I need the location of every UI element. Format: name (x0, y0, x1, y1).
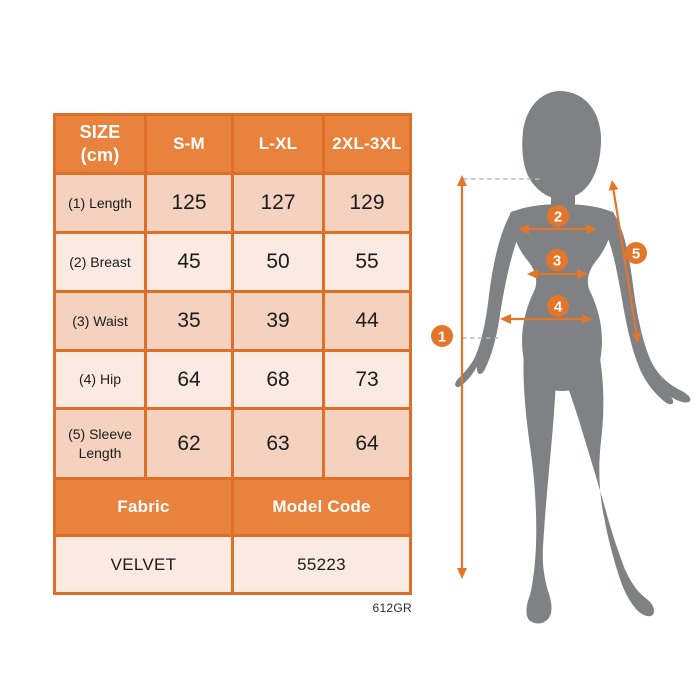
size-table-grid: SIZE (cm) S-M L-XL 2XL-3XL (1) Length 12… (56, 116, 409, 477)
row-length-label: (1) Length (56, 175, 144, 231)
row-hip-2xl3xl: 73 (325, 352, 409, 407)
row-length-lxl: 127 (234, 175, 322, 231)
row-sleeve-label: (5) Sleeve Length (56, 410, 144, 477)
row-waist-lxl: 39 (234, 293, 322, 349)
sleeve-arrow (611, 186, 639, 337)
length-arrowhead-bottom (457, 568, 467, 579)
badge-5-number: 5 (632, 246, 640, 263)
row-waist-2xl3xl: 44 (325, 293, 409, 349)
size-table: SIZE (cm) S-M L-XL 2XL-3XL (1) Length 12… (53, 113, 412, 595)
arrowheads (457, 175, 642, 579)
row-length-2xl3xl: 129 (325, 175, 409, 231)
row-sleeve-2xl3xl: 64 (325, 410, 409, 477)
length-arrowhead-top (457, 175, 467, 186)
fabric-value: VELVET (56, 537, 231, 592)
row-hip-label: (4) Hip (56, 352, 144, 407)
row-hip-lxl: 68 (234, 352, 322, 407)
breast-arrowhead-right (586, 224, 597, 234)
row-breast-label: (2) Breast (56, 234, 144, 290)
model-code-value: 55223 (234, 537, 409, 592)
badge-2: 2 (547, 205, 569, 227)
badge-1: 1 (431, 325, 453, 347)
silhouette-left-arm (455, 211, 529, 388)
body-measurement-figure: 1 2 3 4 5 (431, 90, 691, 624)
row-breast-2xl3xl: 55 (325, 234, 409, 290)
hip-arrowhead-left (500, 314, 511, 324)
badge-5: 5 (625, 242, 647, 264)
model-code-note: 612GR (372, 601, 412, 615)
badge-2-number: 2 (554, 209, 562, 226)
silhouette-right-leg (559, 347, 654, 617)
row-sleeve-lxl: 63 (234, 410, 322, 477)
header-col-2xl3xl: 2XL-3XL (325, 116, 409, 172)
row-hip-sm: 64 (147, 352, 231, 407)
badge-4-number: 4 (554, 299, 563, 316)
row-waist-label: (3) Waist (56, 293, 144, 349)
hip-arrowhead-right (582, 314, 593, 324)
header-col-sm: S-M (147, 116, 231, 172)
dashed-guides (462, 178, 542, 339)
measure-badges: 1 2 3 4 5 (431, 205, 647, 347)
sleeve-arrowhead-top (608, 180, 619, 191)
row-length-sm: 125 (147, 175, 231, 231)
silhouette-left-leg (523, 349, 557, 624)
waist-arrowhead-right (577, 269, 588, 279)
badge-1-number: 1 (438, 329, 446, 346)
row-waist-sm: 35 (147, 293, 231, 349)
silhouette-head (522, 90, 602, 198)
header-fabric: Fabric (56, 480, 231, 534)
breast-arrowhead-left (518, 224, 529, 234)
row-sleeve-sm: 62 (147, 410, 231, 477)
row-breast-lxl: 50 (234, 234, 322, 290)
header-col-lxl: L-XL (234, 116, 322, 172)
waist-arrowhead-left (527, 269, 538, 279)
badge-3-number: 3 (553, 253, 561, 270)
fabric-model-grid: Fabric Model Code VELVET 55223 (56, 480, 409, 592)
header-model-code: Model Code (234, 480, 409, 534)
silhouette-right-arm (602, 211, 691, 405)
sleeve-arrowhead-bottom (631, 332, 642, 343)
badge-3: 3 (546, 249, 568, 271)
badge-4: 4 (547, 295, 569, 317)
measurement-arrows (460, 183, 639, 571)
row-breast-sm: 45 (147, 234, 231, 290)
body-silhouette (455, 90, 691, 624)
header-size-cm: SIZE (cm) (56, 116, 144, 172)
